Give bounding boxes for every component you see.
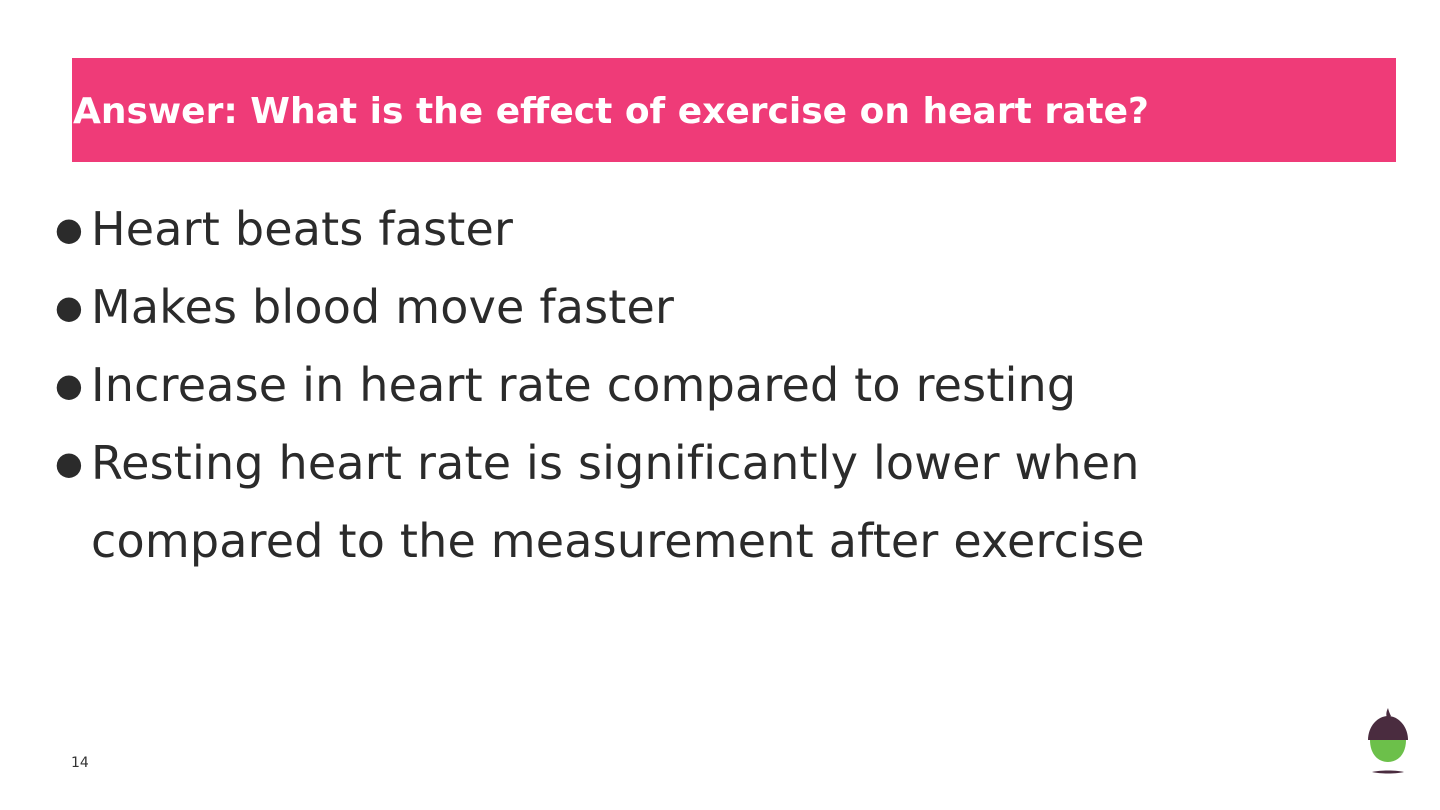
bullet-text: Increase in heart rate compared to resti…: [91, 358, 1077, 412]
bullet-dot-icon: ●: [55, 366, 83, 404]
bullet-text: Resting heart rate is significantly lowe…: [91, 436, 1145, 568]
page-number: 14: [71, 755, 89, 771]
slide-title: Answer: What is the effect of exercise o…: [73, 91, 1149, 132]
bullet-item: ● Makes blood move faster: [55, 268, 1155, 346]
bullet-item: ● Increase in heart rate compared to res…: [55, 346, 1155, 424]
bullet-item: ● Heart beats faster: [55, 190, 1155, 268]
bullet-dot-icon: ●: [55, 210, 83, 248]
bullet-text: Heart beats faster: [91, 202, 514, 256]
bullet-text: Makes blood move faster: [91, 280, 675, 334]
acorn-logo-icon: [1368, 708, 1408, 774]
bullet-list: ● Heart beats faster ● Makes blood move …: [55, 190, 1155, 580]
bullet-dot-icon: ●: [55, 444, 83, 482]
bullet-dot-icon: ●: [55, 288, 83, 326]
title-bar: [72, 58, 1396, 162]
bullet-item: ● Resting heart rate is significantly lo…: [55, 424, 1155, 580]
